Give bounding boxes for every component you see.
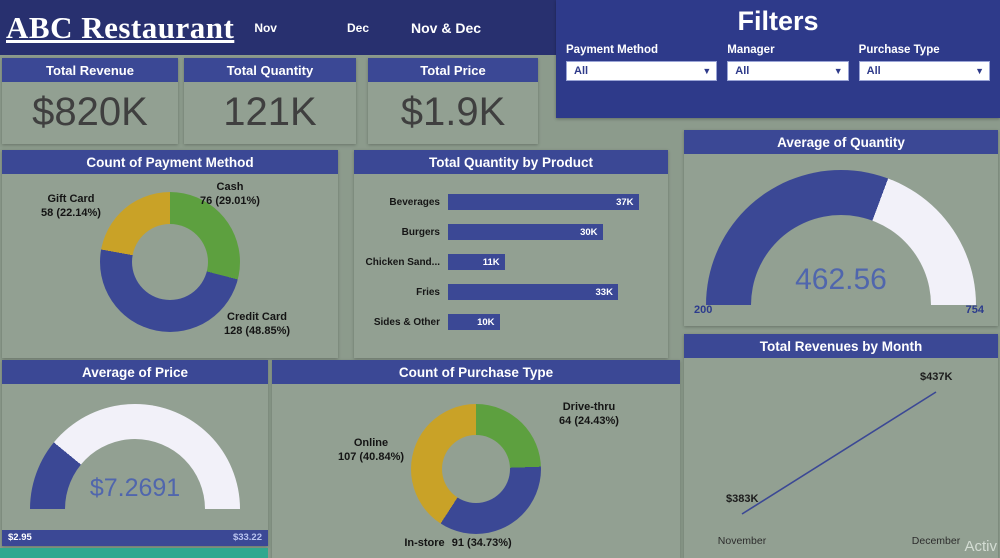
line-value-label: $437K — [920, 371, 952, 383]
bar-track: 10K — [448, 314, 654, 330]
bar-category-label: Beverages — [389, 196, 440, 208]
topbar: ABC Restaurant Nov Dec Nov & Dec — [0, 0, 556, 55]
gauge-max-label: $33.22 — [232, 532, 262, 543]
panel-title: Count of Purchase Type — [272, 360, 680, 384]
manager-dropdown[interactable]: All ▼ — [727, 61, 849, 81]
activate-windows-watermark: Activ — [964, 538, 997, 555]
bar-category-label: Fries — [416, 286, 440, 298]
gauge-min-label: $2.95 — [8, 532, 32, 543]
kpi-title: Total Price — [368, 58, 538, 82]
quantity-gauge[interactable]: 462.56 — [706, 170, 976, 305]
app-title: ABC Restaurant — [6, 9, 235, 45]
filter-label: Payment Method — [566, 44, 659, 56]
payment-method-donut[interactable] — [100, 192, 240, 332]
kpi-title: Total Quantity — [184, 58, 356, 82]
total-price-card: Total Price $1.9K — [368, 58, 538, 144]
donut-hole — [442, 435, 510, 503]
bar-category-label: Sides & Other — [373, 316, 440, 328]
bar-row: Beverages 37K — [362, 194, 654, 210]
chevron-down-icon: ▼ — [702, 66, 712, 76]
donut-label-in-store: In-store 91 (34.73%) — [404, 537, 512, 549]
bar-row: Fries 33K — [362, 284, 654, 300]
gauge-value: 462.56 — [795, 263, 887, 296]
avg-price-panel: Average of Price $7.2691 $2.95 $33.22 — [2, 360, 268, 546]
bar[interactable]: 37K — [448, 194, 639, 210]
price-gauge[interactable]: $7.2691 — [30, 404, 240, 509]
donut-label-online: Online 107 (40.84%) — [337, 437, 405, 464]
kpi-value: $820K — [32, 90, 148, 134]
purchase-type-filter: Purchase Type All ▼ — [858, 44, 990, 81]
bar-track: 11K — [448, 254, 654, 270]
filters-row: Payment Method All ▼ Manager All ▼ Purch… — [556, 37, 1000, 81]
filters-panel: Filters Payment Method All ▼ Manager All… — [556, 0, 1000, 118]
bar-value-label: 30K — [580, 226, 598, 238]
bar-track: 33K — [448, 284, 654, 300]
gauge-min-label: 200 — [694, 304, 713, 316]
bar-value-label: 33K — [595, 286, 613, 298]
revenues-by-month-panel: Total Revenues by Month $383K November $43… — [684, 334, 998, 558]
nov-button[interactable]: Nov — [254, 20, 277, 35]
quantity-by-product-panel: Total Quantity by Product Beverages 37K Bu… — [354, 150, 668, 358]
line-series[interactable] — [741, 391, 937, 515]
manager-filter: Manager All ▼ — [727, 44, 849, 81]
bar-row: Chicken Sand... 11K — [362, 254, 654, 270]
panel-title: Count of Payment Method — [2, 150, 338, 174]
bar-row: Sides & Other 10K — [362, 314, 654, 330]
bar-track: 30K — [448, 224, 654, 240]
revenue-line-chart[interactable]: $383K November $437K December — [684, 360, 998, 556]
x-axis-label: November — [718, 535, 767, 547]
payment-method-panel: Count of Payment Method Cash 76 (29.01%)… — [2, 150, 338, 358]
panel-title: Total Revenues by Month — [684, 334, 998, 358]
bar-category-label: Chicken Sand... — [365, 256, 440, 268]
bar-category-label: Burgers — [401, 226, 440, 238]
payment-method-dropdown[interactable]: All ▼ — [566, 61, 718, 81]
kpi-title: Total Revenue — [2, 58, 178, 82]
panel-title: Average of Quantity — [684, 130, 998, 154]
dropdown-value: All — [866, 65, 881, 77]
bar-value-label: 37K — [616, 196, 634, 208]
nov-dec-button[interactable]: Nov & Dec — [411, 19, 482, 36]
bar-track: 37K — [448, 194, 654, 210]
dropdown-value: All — [735, 65, 750, 77]
purchase-type-panel: Count of Purchase Type Drive-thru 64 (24… — [272, 360, 680, 558]
filter-label: Manager — [727, 44, 775, 56]
donut-label-cash: Cash 76 (29.01%) — [200, 181, 260, 208]
gauge-max-label: 754 — [965, 304, 984, 316]
line-value-label: $383K — [726, 493, 758, 505]
product-bar-chart: Beverages 37K Burgers 30K Chicken Sand... 11K… — [362, 194, 654, 344]
kpi-value: $1.9K — [400, 90, 506, 134]
bar-value-label: 10K — [477, 316, 495, 328]
avg-quantity-panel: Average of Quantity 462.56 200 754 — [684, 130, 998, 326]
payment-method-filter: Payment Method All ▼ — [566, 44, 718, 81]
price-gauge-axis: $2.95 $33.22 — [2, 530, 268, 546]
donut-label-drive-thru: Drive-thru 64 (24.43%) — [559, 401, 619, 428]
dropdown-value: All — [574, 65, 589, 77]
chevron-down-icon: ▼ — [975, 66, 984, 76]
bar[interactable]: 33K — [448, 284, 618, 300]
donut-label-credit-card: Credit Card 128 (48.85%) — [223, 311, 291, 338]
chevron-down-icon: ▼ — [833, 66, 843, 76]
purchase-type-donut[interactable] — [411, 404, 541, 534]
purchase-type-dropdown[interactable]: All ▼ — [858, 61, 990, 81]
panel-title: Total Quantity by Product — [354, 150, 668, 174]
kpi-value: 121K — [223, 90, 317, 134]
donut-hole — [132, 224, 208, 300]
panel-title: Average of Price — [2, 360, 268, 384]
gauge-value: $7.2691 — [89, 474, 181, 502]
dec-button[interactable]: Dec — [346, 20, 369, 35]
bar[interactable]: 11K — [448, 254, 505, 270]
filter-label: Purchase Type — [858, 44, 940, 56]
donut-label-gift-card: Gift Card 58 (22.14%) — [41, 193, 101, 220]
bar-value-label: 11K — [482, 256, 500, 268]
total-quantity-card: Total Quantity 121K — [184, 58, 356, 144]
bottom-accent-strip — [0, 548, 268, 558]
bar[interactable]: 10K — [448, 314, 500, 330]
total-revenue-card: Total Revenue $820K — [2, 58, 178, 144]
filters-title: Filters — [737, 6, 819, 36]
bar-row: Burgers 30K — [362, 224, 654, 240]
x-axis-label: December — [912, 535, 961, 547]
bar[interactable]: 30K — [448, 224, 603, 240]
